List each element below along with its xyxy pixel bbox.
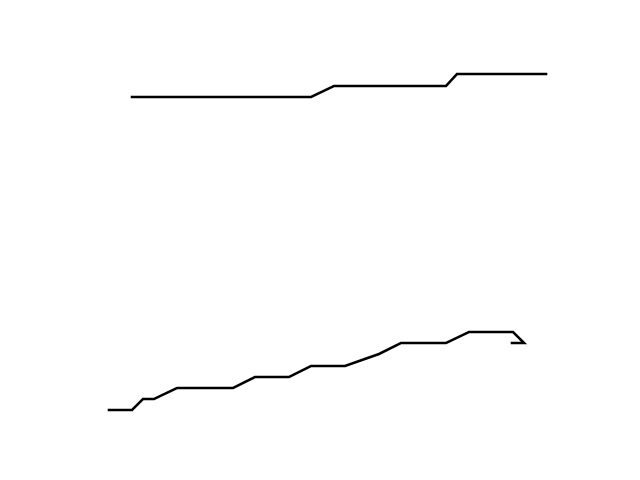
lower-step-line [107, 330, 528, 412]
upper-step-line [130, 72, 548, 99]
